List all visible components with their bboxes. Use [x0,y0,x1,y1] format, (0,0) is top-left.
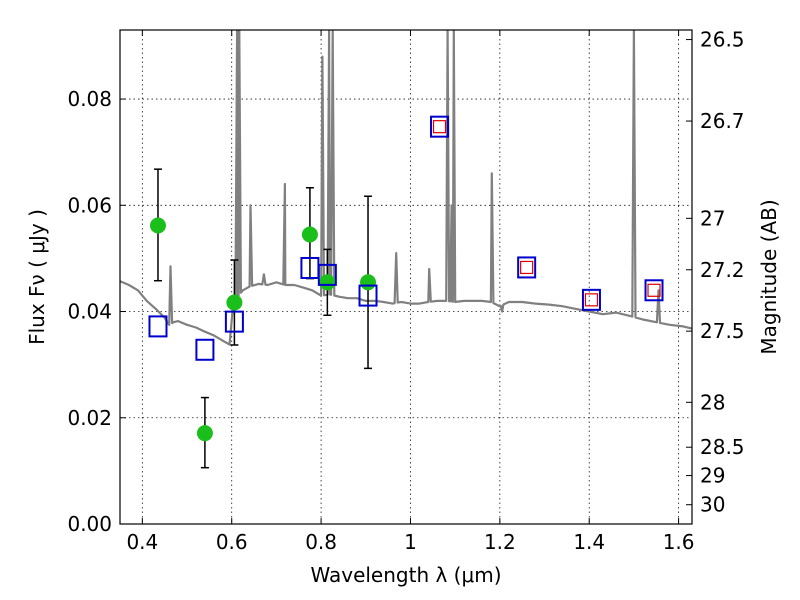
y-tick-label: 0.02 [67,406,112,430]
model-square [644,279,664,302]
x-tick-label: 0.4 [126,530,158,554]
mag-tick-label: 28 [700,390,725,414]
observed-point [196,425,213,442]
mag-tick-label: 26.7 [700,109,745,133]
x-tick-label: 1 [404,530,417,554]
grid-layer [120,30,692,525]
x-tick-label: 0.8 [305,530,337,554]
y-tick-label: 0.06 [67,193,112,217]
model-square [317,263,337,286]
observed-point [226,294,243,311]
marker-layer [148,115,664,469]
observed-point [319,274,336,291]
model-square [358,284,378,307]
mag-tick-label: 27.2 [700,258,745,282]
model-square [224,310,244,333]
x-tick-label: 0.6 [216,530,248,554]
plot-frame [119,29,693,525]
observed-point [149,217,166,234]
mag-tick-label: 28.5 [700,435,745,459]
model-square [430,115,450,138]
observed-point [360,274,377,291]
model-square [517,256,537,279]
mag-tick-label: 29 [700,464,725,488]
model-square [148,315,168,338]
nir-square [647,283,661,297]
model-square [581,288,601,311]
y-axis-title: Flux Fν ( μJy ) [25,209,49,345]
nir-square [520,260,534,275]
mag-tick-label: 27 [700,206,725,230]
x-axis-title: Wavelength λ (μm) [310,563,501,587]
mag-tick-label: 26.5 [700,28,745,52]
right-axis-title: Magnitude (AB) [757,199,781,354]
observed-point [301,226,318,243]
nir-square [432,120,447,134]
tick-layer: 0.4 0.6 0.8 1 1.2 1.4 1.6 0.00 0.02 0.04 0.06 0.08 2… [67,28,744,554]
nir-square [584,293,599,307]
y-tick-label: 0.04 [67,300,112,324]
x-tick-label: 1.2 [484,530,516,554]
x-tick-label: 1.4 [573,530,605,554]
spectrum-layer [120,30,692,346]
sed-spectrum-line [120,30,692,346]
y-tick-label: 0.08 [67,87,112,111]
model-square [195,338,215,361]
y-tick-label: 0.00 [67,512,112,536]
x-tick-label: 1.6 [663,530,695,554]
mag-tick-label: 30 [700,493,725,517]
mag-tick-label: 27.5 [700,319,745,343]
